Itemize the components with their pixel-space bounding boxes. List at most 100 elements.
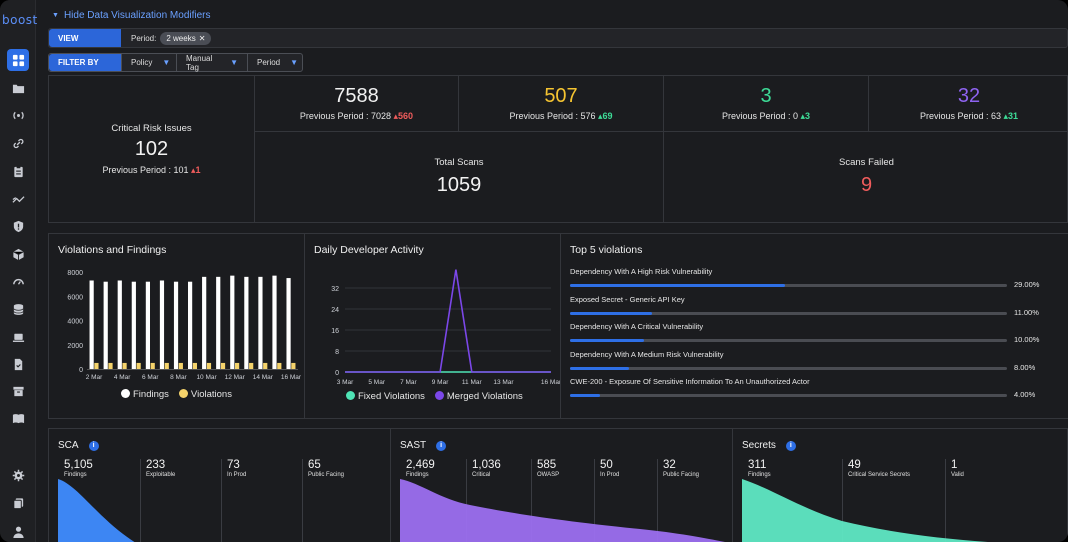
metric-value: 73 bbox=[227, 459, 240, 471]
metric-value: 2,469 bbox=[406, 459, 435, 471]
trend-icon[interactable] bbox=[7, 188, 29, 210]
metric-label: Valid bbox=[951, 472, 964, 478]
settings-icon[interactable] bbox=[7, 464, 29, 486]
sast-section[interactable]: SAST i 2,469 Findings 1,036 Critical 585 OWASP… bbox=[391, 429, 733, 542]
sca-metric[interactable]: 5,105 Findings bbox=[59, 459, 93, 542]
violations-findings-title: Violations and Findings bbox=[58, 244, 167, 256]
stat-tile[interactable]: 3 Previous Period : 0 ▴3 bbox=[664, 76, 869, 132]
book-icon[interactable] bbox=[7, 407, 29, 429]
close-icon[interactable]: ✕ bbox=[198, 33, 206, 43]
secrets-section[interactable]: Secrets i 311 Findings 49 Critical Service S… bbox=[733, 429, 1068, 542]
stat-delta-value: 69 bbox=[602, 111, 613, 121]
link-icon[interactable] bbox=[7, 132, 29, 154]
sast-metric[interactable]: 50 In Prod bbox=[594, 459, 619, 542]
period-filter[interactable]: Period ▼ bbox=[247, 54, 303, 71]
sidebar: boost bbox=[0, 0, 38, 542]
archive-icon[interactable] bbox=[7, 380, 29, 402]
legend-findings[interactable]: Findings bbox=[121, 389, 169, 400]
laptop-icon[interactable] bbox=[7, 326, 29, 348]
stat-tile[interactable]: 32 Previous Period : 63 ▴31 bbox=[869, 76, 1068, 132]
violation-percent: 29.00% bbox=[1014, 280, 1040, 289]
findings-bar bbox=[117, 280, 122, 369]
critical-risk-tile[interactable]: Critical Risk Issues 102 Previous Period… bbox=[49, 76, 255, 223]
sca-metric[interactable]: 65 Public Facing bbox=[302, 459, 344, 542]
violations-findings-legend: Findings Violations bbox=[121, 389, 232, 400]
findings-bar bbox=[173, 281, 179, 369]
violation-bar-track bbox=[570, 394, 1007, 397]
violation-row[interactable]: Dependency With A High Risk Vulnerabilit… bbox=[570, 267, 1040, 289]
info-icon[interactable]: i bbox=[785, 440, 796, 451]
sca-section[interactable]: SCA i 5,105 Findings 233 Exploitable 73 In Pro… bbox=[49, 429, 391, 542]
metric-label: Public Facing bbox=[308, 472, 345, 478]
manual-tag-filter-label: Manual Tag bbox=[186, 53, 213, 72]
copy-icon[interactable] bbox=[7, 492, 29, 514]
merged-violations-line bbox=[345, 269, 551, 373]
violation-row[interactable]: CWE-200 - Exposure Of Sensitive Informat… bbox=[570, 377, 1040, 399]
stat-value: 7588 bbox=[334, 85, 379, 107]
violations-bar bbox=[108, 362, 113, 369]
violation-bar-fill bbox=[570, 339, 645, 342]
sast-title-text: SAST bbox=[400, 440, 427, 451]
period-chip[interactable]: 2 weeks ✕ bbox=[160, 31, 212, 45]
user-icon[interactable] bbox=[7, 520, 29, 542]
database-icon[interactable] bbox=[7, 298, 29, 320]
bottom-summary: SCA i 5,105 Findings 233 Exploitable 73 In Pro… bbox=[48, 428, 1068, 542]
package-icon[interactable] bbox=[7, 243, 29, 265]
sast-metric[interactable]: 2,469 Findings bbox=[401, 459, 435, 542]
violation-row[interactable]: Exposed Secret - Generic API Key 11.00% bbox=[570, 295, 1040, 317]
findings-bar bbox=[159, 280, 165, 369]
sca-metric[interactable]: 73 In Prod bbox=[221, 459, 246, 542]
stat-tile[interactable]: 7588 Previous Period : 7028 ▴560 bbox=[255, 76, 459, 132]
findings-bar bbox=[145, 281, 150, 369]
x-tick-label: 16 Mar bbox=[541, 379, 560, 386]
info-icon[interactable]: i bbox=[436, 440, 447, 451]
file-check-icon[interactable] bbox=[7, 353, 29, 375]
scans-failed-tile[interactable]: Scans Failed 9 bbox=[664, 132, 1068, 223]
violations-findings-panel: Violations and Findings 0 2000 4000 6000 800… bbox=[48, 233, 305, 419]
total-scans-label: Total Scans bbox=[434, 157, 484, 168]
folder-icon[interactable] bbox=[7, 77, 29, 99]
stat-prev-text: Previous Period : 576 bbox=[509, 111, 596, 121]
violation-row[interactable]: Dependency With A Medium Risk Vulnerabil… bbox=[570, 350, 1040, 372]
policy-filter[interactable]: Policy ▼ bbox=[121, 54, 177, 71]
sast-metric[interactable]: 585 OWASP bbox=[531, 459, 559, 542]
y-tick-label: 6000 bbox=[67, 294, 83, 301]
legend-fixed-label: Fixed Violations bbox=[358, 391, 425, 402]
secrets-metric[interactable]: 49 Critical Service Secrets bbox=[842, 459, 910, 542]
findings-bar bbox=[202, 276, 207, 369]
stat-previous: Previous Period : 7028 ▴560 bbox=[300, 111, 413, 122]
boost-logo[interactable]: boost bbox=[2, 13, 38, 27]
dashboard-icon[interactable] bbox=[7, 49, 29, 71]
x-tick-label: 2 Mar bbox=[86, 374, 103, 381]
broadcast-icon[interactable] bbox=[7, 104, 29, 126]
secrets-metric[interactable]: 1 Valid bbox=[945, 459, 964, 542]
total-scans-value: 1059 bbox=[436, 174, 482, 196]
metric-value: 49 bbox=[848, 459, 861, 471]
chevron-down-icon: ▼ bbox=[162, 58, 171, 67]
metric-label: Critical bbox=[472, 472, 491, 478]
sca-metric[interactable]: 233 Exploitable bbox=[140, 459, 175, 542]
legend-merged[interactable]: Merged Violations bbox=[434, 391, 523, 402]
secrets-metric[interactable]: 311 Findings bbox=[743, 459, 771, 542]
sast-metric[interactable]: 1,036 Critical bbox=[466, 459, 501, 542]
hide-modifiers-toggle[interactable]: ▼ Hide Data Visualization Modifiers bbox=[52, 10, 211, 21]
sast-metric[interactable]: 32 Public Facing bbox=[657, 459, 699, 542]
gauge-icon[interactable] bbox=[7, 270, 29, 292]
shield-icon[interactable] bbox=[7, 215, 29, 237]
manual-tag-filter[interactable]: Manual Tag ▼ bbox=[176, 53, 248, 72]
stat-tile[interactable]: 507 Previous Period : 576 ▴69 bbox=[459, 76, 664, 132]
metric-value: 50 bbox=[600, 459, 613, 471]
metric-label: In Prod bbox=[600, 472, 620, 478]
findings-bar bbox=[286, 278, 291, 369]
info-icon[interactable]: i bbox=[88, 440, 99, 451]
legend-violations[interactable]: Violations bbox=[178, 389, 232, 400]
policy-filter-label: Policy bbox=[131, 58, 153, 67]
legend-fixed[interactable]: Fixed Violations bbox=[346, 391, 425, 402]
violation-row[interactable]: Dependency With A Critical Vulnerability… bbox=[570, 322, 1040, 344]
total-scans-tile[interactable]: Total Scans 1059 bbox=[255, 132, 664, 223]
clipboard-icon[interactable] bbox=[7, 160, 29, 182]
metric-value: 1,036 bbox=[472, 459, 501, 471]
stat-delta: ▴560 bbox=[393, 111, 414, 121]
stats-grid: Critical Risk Issues 102 Previous Period… bbox=[48, 75, 1068, 223]
findings-bar bbox=[258, 276, 263, 369]
